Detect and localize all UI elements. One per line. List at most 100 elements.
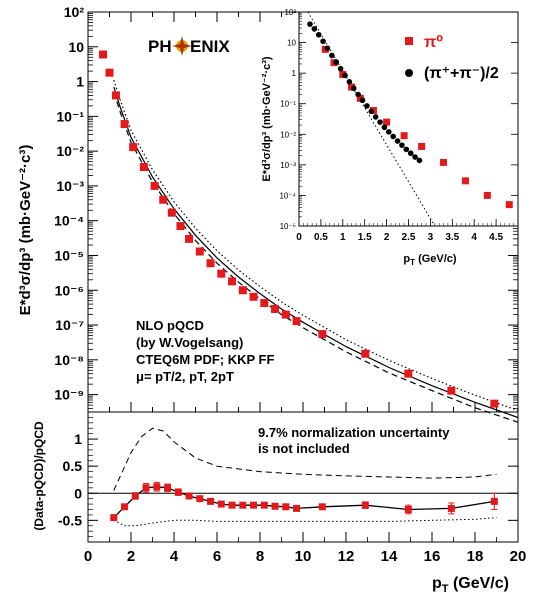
ratio-point <box>164 484 172 492</box>
inset-charged-pion-point <box>407 150 414 157</box>
inset-x-tick-label: 3.5 <box>445 232 459 243</box>
inset-charged-pion-point <box>311 26 318 32</box>
ratio-x-tick-label: 6 <box>213 548 221 565</box>
inset-pi0-point <box>440 158 448 166</box>
main-annotation: NLO pQCD (by W.Vogelsang) CTEQ6M PDF; KK… <box>136 318 274 384</box>
inset-charged-pion-point <box>337 65 344 72</box>
main-pi0-point <box>120 120 129 129</box>
ratio-x-tick-label: 8 <box>256 548 264 565</box>
annotation-line-3: CTEQ6M PDF; KKP FF <box>136 352 274 367</box>
ratio-x-tick-label: 14 <box>381 548 398 565</box>
inset-charged-pion-point <box>342 72 348 79</box>
ratio-y-tick-label: 0 <box>74 485 82 501</box>
inset-pi0-point <box>400 132 408 140</box>
ratio-x-ticks: 0 2 4 6 8 10 12 14 16 18 20 <box>84 532 527 565</box>
inset-pi0-point <box>505 201 513 209</box>
main-pi0-point <box>159 195 168 204</box>
inset-charged-pion-point <box>372 114 379 120</box>
phenix-logo: PH ENIX <box>148 36 230 56</box>
inset-x-tick-label: 3 <box>428 232 434 243</box>
main-pi0-point <box>447 386 456 395</box>
inset-charged-pion-point <box>416 157 423 164</box>
main-pi0-point <box>129 143 138 152</box>
inset-charged-pion-point <box>324 45 331 52</box>
main-pi0-point <box>195 247 204 256</box>
main-data-points <box>99 50 499 408</box>
main-pi0-point <box>318 330 327 339</box>
inset-y-tick-label: 10⁻³ <box>280 161 296 170</box>
ratio-point <box>447 504 455 512</box>
inset-pi0-point <box>356 94 364 102</box>
inset-y-tick-label: 10⁻⁵ <box>280 222 296 231</box>
inset-charged-pion-point <box>368 108 375 115</box>
inset-x-tick-label: 2 <box>384 232 390 243</box>
ratio-y-ticks: 1 0.5 0 -0.5 <box>58 417 518 537</box>
svg-text:PH: PH <box>148 37 172 56</box>
main-theory-curve-dashed <box>113 91 519 423</box>
main-y-tick-label: 10⁻² <box>56 143 84 159</box>
inset-charged-pion-point <box>350 85 357 92</box>
annotation-line-2: (by W.Vogelsang) <box>136 335 243 350</box>
ratio-panel: 1 0.5 0 -0.5 0 2 4 6 8 10 12 14 16 18 20 (Data-pQCD)/… <box>32 411 527 595</box>
main-pi0-point <box>217 269 226 278</box>
ratio-x-tick-label: 2 <box>127 548 135 565</box>
ratio-point <box>490 497 498 505</box>
inset-charged-pion-point <box>390 133 396 140</box>
inset-x-tick-label: 0 <box>296 232 302 243</box>
ratio-point <box>142 484 150 492</box>
main-pi0-point <box>206 259 215 268</box>
ratio-point <box>282 503 290 511</box>
inset-x-tick-label: 4 <box>471 232 477 243</box>
annotation-line-1: NLO pQCD <box>136 318 204 333</box>
main-pi0-point <box>292 317 301 326</box>
inset-x-tick-label: 1.5 <box>358 232 372 243</box>
inset-y-tick-label: 10⁻¹ <box>280 100 296 109</box>
inset-pi0-point <box>461 177 469 185</box>
main-y-tick-label: 10⁻⁹ <box>54 387 84 403</box>
ratio-point <box>207 497 215 505</box>
ratio-point <box>271 502 279 510</box>
phenix-star-icon <box>172 36 192 56</box>
main-pi0-point <box>139 162 148 171</box>
main-theory-curve-dotted <box>113 79 519 412</box>
inset-charged-pion-point <box>333 59 340 65</box>
main-pi0-point <box>185 234 194 243</box>
ratio-x-tick-label: 16 <box>424 548 441 565</box>
inset-charged-pion-point <box>385 129 392 135</box>
inset-y-tick-label: 10 <box>287 39 296 48</box>
ratio-point <box>260 501 268 509</box>
inset-background <box>299 12 518 226</box>
ratio-scale-band-dashed <box>113 427 497 491</box>
inset-charged-pion-point <box>315 31 322 38</box>
inset-charged-pion-point <box>394 138 401 144</box>
inset-charged-pion-point <box>381 124 388 131</box>
ratio-point <box>250 501 258 509</box>
inset-charged-pion-point <box>329 52 335 59</box>
main-pi0-point <box>271 304 280 313</box>
inset-pi0-point <box>418 142 426 150</box>
ratio-y-tick-label: 1 <box>74 431 82 447</box>
ratio-point <box>131 492 139 500</box>
ratio-annotation-line-2: is not included <box>258 441 350 456</box>
main-pi0-point <box>490 399 499 408</box>
main-pi0-point <box>228 277 237 286</box>
main-pi0-point <box>99 50 108 59</box>
inset-y-tick-label: 10⁻² <box>280 130 296 139</box>
inset-pi0-point <box>383 118 391 126</box>
main-y-tick-label: 10 <box>68 39 84 55</box>
main-pi0-point <box>176 222 185 231</box>
main-pi0-point <box>249 292 258 301</box>
ratio-y-tick-label: -0.5 <box>58 512 82 528</box>
ratio-point <box>293 504 301 512</box>
ratio-point <box>217 500 225 508</box>
inset-panel: 10² 10 1 10⁻¹ 10⁻² 10⁻³ 10⁻⁴ 10⁻⁵ 0 0.5 1 1.5 2 2.5 3… <box>261 8 519 267</box>
inset-pi0-point <box>483 191 491 199</box>
ratio-x-tick-label: 20 <box>510 548 527 565</box>
inset-x-axis-label: pT (GeV/c) <box>403 253 457 267</box>
main-pi0-point <box>260 299 269 308</box>
main-pi0-point <box>105 68 114 77</box>
main-y-tick-label: 1 <box>76 74 84 90</box>
main-y-tick-label: 10⁻⁴ <box>54 213 84 229</box>
inset-charged-pion-point <box>412 154 418 160</box>
